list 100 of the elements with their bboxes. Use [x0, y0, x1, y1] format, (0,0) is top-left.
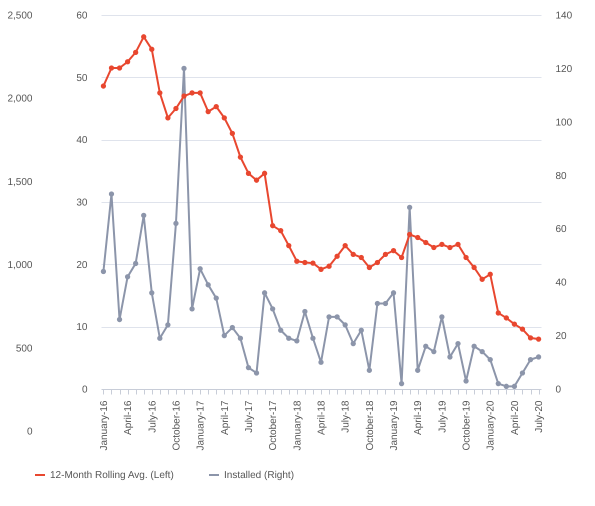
y2-tick-label: 0 [556, 384, 562, 396]
point [431, 348, 436, 354]
x-tick-label: April-18 [316, 400, 328, 435]
point [415, 234, 420, 240]
point [334, 314, 340, 320]
point [197, 266, 203, 272]
point [366, 368, 372, 373]
point [496, 381, 501, 386]
point [133, 260, 138, 266]
x-tick-label: July-16 [147, 400, 158, 433]
point [278, 228, 284, 234]
point [382, 300, 388, 306]
point [431, 244, 436, 250]
point [310, 336, 316, 341]
x-tick-label: April-16 [123, 400, 134, 435]
legend-label: 12-Month Rolling Avg. (Left) [50, 470, 174, 481]
point [133, 50, 138, 56]
point [439, 314, 445, 320]
point [197, 90, 203, 96]
point [415, 368, 420, 373]
point [214, 104, 219, 110]
point [100, 268, 106, 274]
point [246, 364, 252, 370]
x-tick-label: April-17 [220, 400, 231, 435]
point [471, 264, 477, 270]
point [528, 335, 534, 341]
point [536, 354, 542, 360]
point [318, 360, 324, 365]
point [278, 328, 284, 333]
y2-tick-label: 60 [556, 224, 568, 236]
point [374, 260, 380, 266]
point [447, 244, 453, 250]
point [181, 66, 187, 72]
point [254, 178, 260, 183]
point [342, 322, 348, 328]
point [374, 300, 380, 306]
x-tick-label: January-17 [196, 400, 207, 451]
y3-tick-label: 1,000 [7, 260, 33, 272]
y-tick-label: 50 [76, 72, 88, 84]
point [108, 191, 114, 197]
x-tick-label: April-20 [510, 400, 521, 435]
point [173, 106, 179, 112]
x-tick-label: October-16 [171, 400, 182, 451]
point [407, 204, 412, 210]
y-tick-label: 30 [76, 198, 88, 208]
point [512, 322, 518, 327]
point [222, 115, 227, 120]
point [326, 264, 332, 269]
x-tick-label: January-19 [389, 400, 400, 451]
y-tick-label: 0 [82, 384, 88, 396]
y3-tick-label: 2,000 [7, 94, 33, 105]
point [141, 212, 146, 218]
point [407, 232, 412, 238]
point [488, 272, 493, 277]
point [116, 316, 122, 322]
point [230, 130, 235, 136]
point [302, 260, 308, 266]
point [294, 258, 300, 264]
point [520, 326, 526, 332]
x-tick-label: January-18 [292, 400, 304, 451]
point [423, 240, 428, 246]
point [520, 370, 526, 376]
point [286, 242, 292, 248]
point [238, 336, 244, 341]
point [350, 340, 356, 346]
point [504, 384, 509, 389]
point [124, 59, 130, 64]
y-tick-label: 60 [76, 10, 88, 22]
y2-tick-label: 80 [556, 170, 568, 182]
point [262, 290, 268, 296]
y2-tick-label: 40 [556, 278, 568, 289]
point [206, 282, 211, 288]
y2-tick-label: 100 [556, 117, 573, 128]
point [189, 90, 195, 96]
point [246, 170, 252, 176]
point [157, 336, 162, 341]
point [254, 370, 260, 376]
y3-tick-label: 2,500 [7, 10, 33, 22]
point [270, 306, 276, 312]
point [423, 344, 428, 349]
point [173, 220, 179, 226]
point [310, 260, 316, 266]
y3-tick-label: 1,500 [7, 176, 33, 188]
point [488, 356, 493, 362]
point [214, 296, 219, 301]
point [149, 46, 154, 52]
point [165, 322, 171, 328]
point [100, 83, 106, 89]
point [124, 274, 130, 280]
point [238, 154, 244, 160]
point [382, 252, 388, 257]
point [512, 384, 518, 389]
y2-tick-label: 20 [556, 331, 568, 342]
y-tick-label: 20 [76, 260, 88, 271]
x-tick-label: October-18 [364, 400, 376, 451]
point [230, 324, 235, 330]
point [480, 276, 485, 282]
x-tick-label: January-16 [98, 400, 110, 451]
point [390, 290, 396, 296]
point [480, 348, 485, 354]
